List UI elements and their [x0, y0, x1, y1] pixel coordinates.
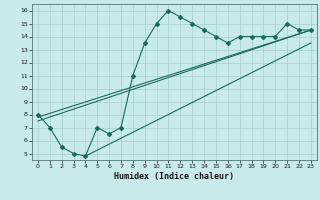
- X-axis label: Humidex (Indice chaleur): Humidex (Indice chaleur): [115, 172, 234, 181]
